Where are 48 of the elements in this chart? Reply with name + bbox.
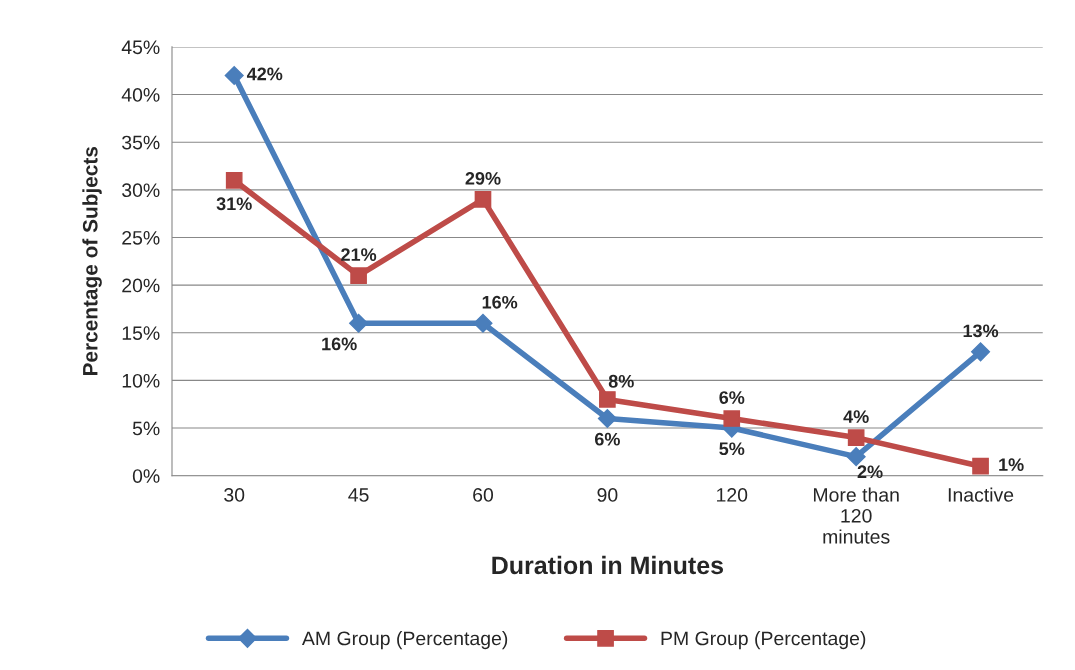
point bbox=[349, 313, 369, 333]
point bbox=[971, 342, 991, 362]
x-tick-label: 90 bbox=[597, 488, 618, 502]
data-label: 6% bbox=[719, 391, 745, 404]
point bbox=[474, 191, 492, 208]
data-label: 21% bbox=[341, 248, 377, 261]
point bbox=[846, 447, 866, 467]
y-tick-label: 45% bbox=[121, 40, 160, 55]
data-label: 29% bbox=[465, 171, 501, 185]
y-tick-label: 20% bbox=[122, 278, 160, 293]
legend-label: PM Group (Percentage) bbox=[661, 631, 866, 650]
x-tick-label: More than 120 minutes bbox=[813, 487, 899, 544]
data-label: 16% bbox=[322, 337, 357, 351]
point bbox=[597, 408, 617, 429]
x-tick-label: 30 bbox=[224, 488, 245, 502]
point bbox=[350, 267, 367, 284]
point bbox=[723, 410, 741, 427]
y-tick-label: 5% bbox=[132, 421, 160, 436]
data-label: 1% bbox=[999, 458, 1024, 471]
x-tick-label: 120 bbox=[717, 488, 748, 502]
data-label: 4% bbox=[843, 410, 869, 423]
point bbox=[225, 171, 243, 189]
data-label: 31% bbox=[216, 197, 252, 211]
y-tick-label: 10% bbox=[122, 373, 160, 388]
data-label: 13% bbox=[963, 324, 999, 338]
point bbox=[473, 313, 493, 333]
x-tick-label: 45 bbox=[348, 488, 369, 502]
y-tick-label: 40% bbox=[121, 88, 160, 102]
y-tick-label: 25% bbox=[122, 230, 160, 245]
y-tick-label: 30% bbox=[122, 183, 160, 198]
data-label: 2% bbox=[857, 465, 883, 479]
point bbox=[972, 457, 989, 475]
x-axis-title: Duration in Minutes bbox=[492, 555, 724, 575]
point bbox=[847, 429, 865, 446]
y-tick-label: 15% bbox=[122, 326, 160, 340]
data-label: 6% bbox=[594, 432, 620, 446]
y-axis-title: Percentage of Subjects bbox=[82, 146, 102, 376]
y-tick-label: 0% bbox=[132, 469, 160, 483]
point bbox=[224, 65, 244, 86]
legend-label: AM Group (Percentage) bbox=[301, 631, 508, 650]
x-tick-label: Inactive bbox=[948, 487, 1014, 502]
x-tick-label: 60 bbox=[473, 488, 494, 502]
data-label: 5% bbox=[719, 442, 745, 456]
y-tick-label: 35% bbox=[122, 135, 160, 150]
point bbox=[599, 391, 616, 408]
data-label: 8% bbox=[608, 374, 634, 388]
data-label: 16% bbox=[482, 295, 518, 309]
data-label: 42% bbox=[246, 67, 283, 81]
